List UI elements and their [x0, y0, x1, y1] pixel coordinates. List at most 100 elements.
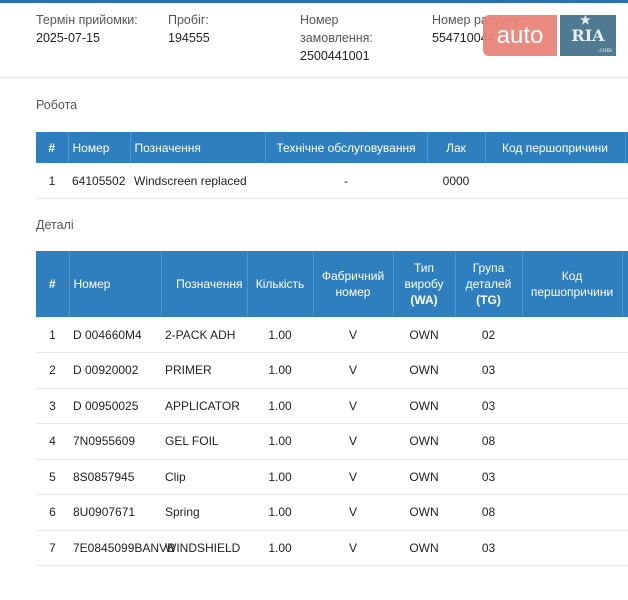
cell-type: OWN [393, 494, 455, 531]
col-number: Номер [69, 251, 162, 317]
cell-type: OWN [393, 317, 455, 353]
cell-group: 03 [455, 388, 522, 424]
cell-type: OWN [393, 388, 455, 424]
cell-extra [622, 494, 628, 531]
cell-cause [485, 163, 625, 199]
cell-qty: 1.00 [247, 388, 313, 424]
table-row: 5 8S0857945 Clip 1.00 V OWN 03 [36, 459, 628, 495]
cell-num: 7 [36, 530, 69, 566]
cell-group: 08 [455, 494, 522, 531]
cell-designation: APPLICATOR [161, 388, 247, 424]
cell-number: 7E0845099BANVB [69, 530, 175, 566]
cell-number: 7N0955609 [69, 423, 161, 460]
cell-cause [522, 388, 622, 424]
cell-extra [622, 459, 628, 495]
col-num: # [36, 132, 69, 163]
cell-type: OWN [393, 459, 455, 495]
col-extra [622, 251, 628, 317]
cell-factory-number: V [313, 459, 393, 495]
cell-extra [625, 163, 628, 199]
cell-qty: 1.00 [247, 352, 313, 389]
cell-extra [622, 530, 628, 566]
cell-factory-number: V [313, 530, 393, 566]
cell-maintenance: - [265, 163, 427, 199]
work-section-title: Робота [36, 98, 78, 112]
value: 554710044 [432, 31, 495, 45]
cell-extra [622, 352, 628, 389]
table-row: 7 7E0845099BANVB WINDSHIELD 1.00 V OWN 03 [36, 530, 628, 566]
label: Номер замовлення: [300, 13, 373, 45]
cell-num: 4 [36, 423, 69, 460]
col-paint: Лак [427, 132, 486, 163]
cell-cause [522, 352, 622, 389]
cell-factory-number: V [313, 388, 393, 424]
cell-num: 1 [36, 163, 68, 199]
parts-table: # Номер Позначення Кількість Фабричний н… [36, 251, 628, 566]
cell-group: 03 [455, 530, 522, 566]
col-type: Тип виробу (WA) [393, 251, 456, 317]
cell-qty: 1.00 [247, 494, 313, 531]
cell-paint: 0000 [427, 163, 485, 199]
col-designation: Позначення [161, 251, 248, 317]
parts-section-title: Деталі [36, 218, 74, 232]
cell-cause [522, 459, 622, 495]
col-group: Група деталей (TG) [455, 251, 523, 317]
cell-num: 1 [36, 317, 69, 353]
cell-cause [522, 530, 622, 566]
col-maintenance: Технічне обслуговування [265, 132, 428, 163]
cell-group: 02 [455, 317, 522, 353]
cell-num: 2 [36, 352, 69, 389]
cell-number: D 00950025 [69, 388, 161, 424]
label: Термін прийомки: [36, 13, 138, 27]
cell-cause [522, 423, 622, 460]
cell-number: D 004660M4 [69, 317, 161, 353]
table-header: # Номер Позначення Кількість Фабричний н… [36, 251, 628, 317]
order-number: Номер замовлення: 2500441001 [300, 11, 390, 65]
cell-designation: Windscreen replaced [130, 163, 265, 199]
cell-designation: PRIMER [161, 352, 247, 389]
value: 2025-07-15 [36, 31, 100, 45]
col-qty: Кількість [247, 251, 314, 317]
com-text: .com [597, 47, 612, 54]
cell-extra [622, 423, 628, 460]
col-cause: Код першопричини [522, 251, 623, 317]
cell-factory-number: V [313, 352, 393, 389]
label: Пробіг: [168, 13, 209, 27]
table-row: 1 64105502 Windscreen replaced - 0000 [36, 163, 628, 199]
table-row: 4 7N0955609 GEL FOIL 1.00 V OWN 08 [36, 423, 628, 460]
cell-group: 03 [455, 459, 522, 495]
cell-qty: 1.00 [247, 423, 313, 460]
cell-designation: Spring [161, 494, 247, 531]
mileage: Пробіг: 194555 [168, 11, 210, 47]
cell-qty: 1.00 [247, 459, 313, 495]
cell-num: 3 [36, 388, 69, 424]
code: (WA) [410, 293, 438, 307]
cell-extra [622, 388, 628, 424]
cell-designation: 2-PACK ADH [161, 317, 247, 353]
ria-text: RIA [571, 26, 605, 45]
cell-designation: WINDSHIELD [161, 530, 247, 566]
autoria-logo-auto: auto [483, 15, 557, 56]
cell-qty: 1.00 [247, 317, 313, 353]
autoria-logo-ria: ★ RIA .com [560, 13, 616, 56]
cell-extra [622, 317, 628, 353]
label: Група деталей [465, 261, 512, 291]
cell-factory-number: V [313, 494, 393, 531]
label: Тип виробу [404, 261, 444, 291]
cell-num: 6 [36, 494, 69, 531]
acceptance-date: Термін прийомки: 2025-07-15 [36, 11, 138, 47]
cell-group: 03 [455, 352, 522, 389]
star-icon: ★ [580, 13, 591, 27]
cell-designation: Clip [161, 459, 247, 495]
cell-number: 8S0857945 [69, 459, 161, 495]
cell-type: OWN [393, 530, 455, 566]
cell-group: 08 [455, 423, 522, 460]
col-num: # [36, 251, 70, 317]
top-bar [0, 0, 628, 3]
col-extra [625, 132, 628, 163]
cell-cause [522, 494, 622, 531]
col-factory-number: Фабричний номер [313, 251, 394, 317]
cell-factory-number: V [313, 317, 393, 353]
